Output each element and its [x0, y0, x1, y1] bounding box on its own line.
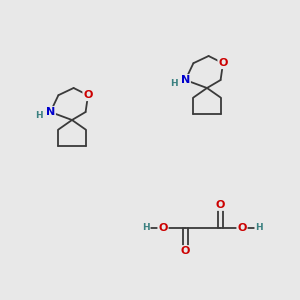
Text: H: H	[171, 79, 178, 88]
Text: N: N	[181, 75, 190, 85]
Text: O: O	[83, 90, 93, 100]
Text: O: O	[180, 246, 190, 256]
Text: O: O	[158, 223, 168, 233]
Text: O: O	[237, 223, 247, 233]
Text: H: H	[142, 224, 150, 232]
Text: O: O	[218, 58, 228, 68]
Text: O: O	[215, 200, 225, 210]
Text: H: H	[36, 110, 43, 119]
Text: N: N	[46, 107, 55, 117]
Text: H: H	[255, 224, 263, 232]
